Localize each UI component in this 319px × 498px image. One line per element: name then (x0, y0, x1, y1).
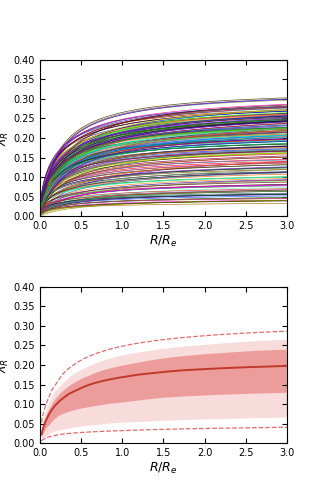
Y-axis label: $\lambda_R$: $\lambda_R$ (0, 358, 11, 373)
X-axis label: $R/R_e$: $R/R_e$ (149, 461, 178, 476)
Y-axis label: $\lambda_R$: $\lambda_R$ (0, 130, 11, 145)
X-axis label: $R/R_e$: $R/R_e$ (149, 234, 178, 249)
